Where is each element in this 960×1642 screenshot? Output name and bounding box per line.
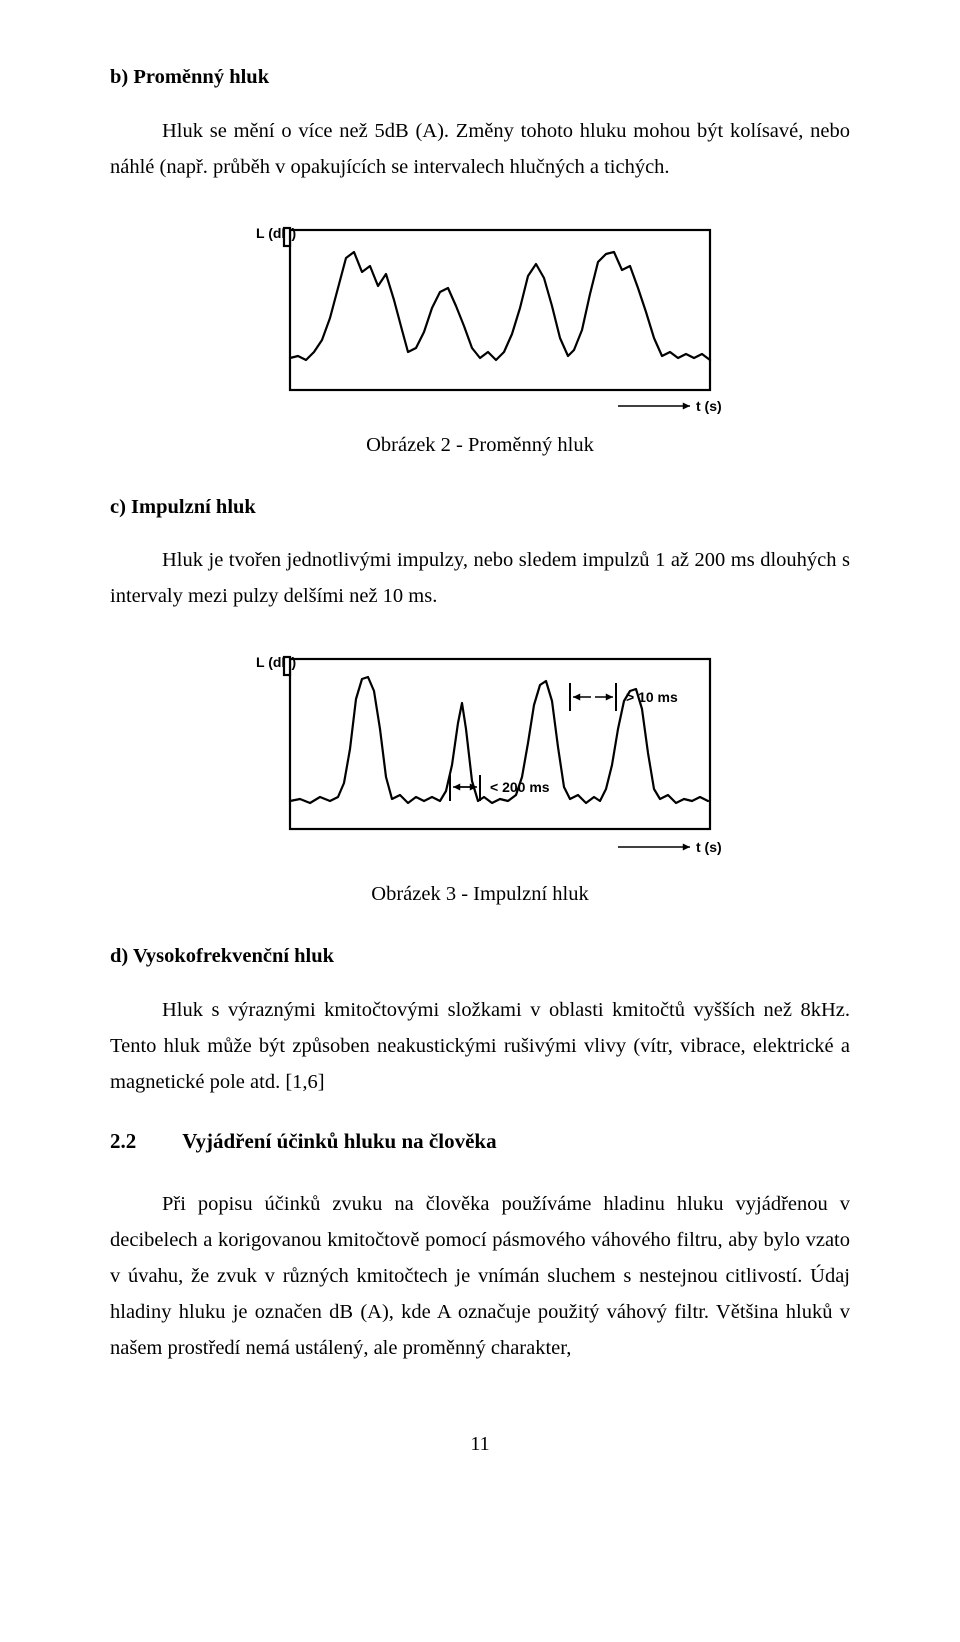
figure-3-caption: Obrázek 3 - Impulzní hluk [110,877,850,913]
para-b: Hluk se mění o více než 5dB (A). Změny t… [110,114,850,186]
page-number: 11 [110,1427,850,1462]
heading-c: c) Impulzní hluk [110,490,850,526]
figure-3-svg: L (dB)> 10 ms< 200 mst (s) [230,647,730,867]
heading-d: d) Vysokofrekvenční hluk [110,939,850,975]
heading-2-2-number: 2.2 [110,1123,136,1160]
para-c: Hluk je tvořen jednotlivými impulzy, neb… [110,543,850,615]
figure-3: L (dB)> 10 ms< 200 mst (s) [230,647,730,867]
heading-b: b) Proměnný hluk [110,60,850,96]
para-2-2: Při popisu účinků zvuku na člověka použí… [110,1187,850,1366]
svg-text:> 10 ms: > 10 ms [626,689,678,705]
heading-2-2-title: Vyjádření účinků hluku na člověka [182,1123,496,1160]
svg-text:t (s): t (s) [696,839,722,855]
figure-2-svg: L (dB)t (s) [230,218,730,418]
heading-2-2: 2.2 Vyjádření účinků hluku na člověka [110,1123,850,1160]
figure-2-caption: Obrázek 2 - Proměnný hluk [110,428,850,464]
svg-text:t (s): t (s) [696,398,722,414]
figure-2: L (dB)t (s) [230,218,730,418]
svg-text:< 200 ms: < 200 ms [490,779,550,795]
para-d: Hluk s výraznými kmitočtovými složkami v… [110,993,850,1101]
